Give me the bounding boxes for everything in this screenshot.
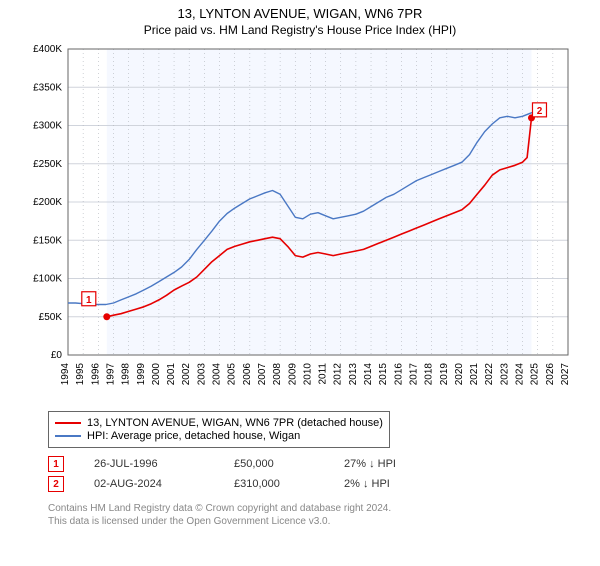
svg-text:2009: 2009 xyxy=(287,363,298,386)
svg-text:£100K: £100K xyxy=(33,274,62,285)
svg-text:2020: 2020 xyxy=(454,363,465,386)
svg-text:2006: 2006 xyxy=(242,363,253,386)
annotation-row: 2 02-AUG-2024 £310,000 2% ↓ HPI xyxy=(48,476,600,492)
svg-text:2024: 2024 xyxy=(515,363,526,386)
annotation-table: 1 26-JUL-1996 £50,000 27% ↓ HPI 2 02-AUG-2024… xyxy=(48,456,600,492)
svg-text:2: 2 xyxy=(537,106,543,117)
chart-subtitle: Price paid vs. HM Land Registry's House … xyxy=(0,23,600,37)
svg-text:1: 1 xyxy=(86,295,92,306)
svg-text:2018: 2018 xyxy=(424,363,435,386)
annotation-date: 02-AUG-2024 xyxy=(94,478,204,490)
svg-text:2007: 2007 xyxy=(257,363,268,386)
svg-text:2019: 2019 xyxy=(439,363,450,386)
legend-swatch xyxy=(55,435,81,437)
svg-text:1997: 1997 xyxy=(105,363,116,386)
svg-text:£250K: £250K xyxy=(33,159,62,170)
svg-text:£0: £0 xyxy=(51,350,63,361)
svg-text:2022: 2022 xyxy=(484,363,495,386)
legend-row: 13, LYNTON AVENUE, WIGAN, WN6 7PR (detac… xyxy=(55,417,383,429)
svg-text:2008: 2008 xyxy=(272,363,283,386)
svg-text:£50K: £50K xyxy=(39,312,63,323)
chart-title: 13, LYNTON AVENUE, WIGAN, WN6 7PR xyxy=(0,6,600,21)
svg-text:1995: 1995 xyxy=(75,363,86,386)
annotation-vs-hpi: 27% ↓ HPI xyxy=(344,458,434,470)
svg-text:2017: 2017 xyxy=(408,363,419,386)
svg-text:£400K: £400K xyxy=(33,44,62,55)
svg-text:2021: 2021 xyxy=(469,363,480,386)
svg-text:2013: 2013 xyxy=(348,363,359,386)
svg-text:2002: 2002 xyxy=(181,363,192,386)
svg-text:2012: 2012 xyxy=(333,363,344,386)
svg-text:2026: 2026 xyxy=(545,363,556,386)
annotation-marker: 2 xyxy=(48,476,64,492)
chart-svg: £0 £50K £100K £150K £200K £250K £300K £350K £400… xyxy=(20,43,580,403)
legend-label: HPI: Average price, detached house, Wiga… xyxy=(87,430,300,442)
svg-text:£150K: £150K xyxy=(33,235,62,246)
footer-line-1: Contains HM Land Registry data © Crown c… xyxy=(48,502,600,515)
legend: 13, LYNTON AVENUE, WIGAN, WN6 7PR (detac… xyxy=(48,411,390,448)
annotation-price: £310,000 xyxy=(234,478,314,490)
svg-text:2001: 2001 xyxy=(166,363,177,386)
svg-text:£300K: £300K xyxy=(33,121,62,132)
svg-text:1996: 1996 xyxy=(90,363,101,386)
svg-text:1999: 1999 xyxy=(136,363,147,386)
annotation-vs-hpi: 2% ↓ HPI xyxy=(344,478,434,490)
svg-text:2011: 2011 xyxy=(318,363,329,385)
svg-text:2023: 2023 xyxy=(499,363,510,386)
svg-text:2000: 2000 xyxy=(151,363,162,386)
annotation-price: £50,000 xyxy=(234,458,314,470)
chart-container: 13, LYNTON AVENUE, WIGAN, WN6 7PR Price … xyxy=(0,6,600,566)
svg-text:2010: 2010 xyxy=(302,363,313,386)
svg-text:1998: 1998 xyxy=(121,363,132,386)
svg-text:£350K: £350K xyxy=(33,82,62,93)
legend-row: HPI: Average price, detached house, Wiga… xyxy=(55,430,383,442)
svg-text:2014: 2014 xyxy=(363,363,374,386)
legend-swatch xyxy=(55,422,81,424)
svg-text:2015: 2015 xyxy=(378,363,389,386)
svg-text:2027: 2027 xyxy=(560,363,571,386)
svg-text:2005: 2005 xyxy=(227,363,238,386)
annotation-marker: 1 xyxy=(48,456,64,472)
footer-line-2: This data is licensed under the Open Gov… xyxy=(48,515,600,528)
svg-text:1994: 1994 xyxy=(60,363,71,386)
svg-text:2003: 2003 xyxy=(196,363,207,386)
footer-attribution: Contains HM Land Registry data © Crown c… xyxy=(48,502,600,528)
legend-label: 13, LYNTON AVENUE, WIGAN, WN6 7PR (detac… xyxy=(87,417,383,429)
svg-text:2016: 2016 xyxy=(393,363,404,386)
svg-text:2025: 2025 xyxy=(530,363,541,386)
svg-text:2004: 2004 xyxy=(212,363,223,386)
annotation-row: 1 26-JUL-1996 £50,000 27% ↓ HPI xyxy=(48,456,600,472)
svg-text:£200K: £200K xyxy=(33,197,62,208)
annotation-date: 26-JUL-1996 xyxy=(94,458,204,470)
chart-area: £0 £50K £100K £150K £200K £250K £300K £350K £400… xyxy=(20,43,580,403)
